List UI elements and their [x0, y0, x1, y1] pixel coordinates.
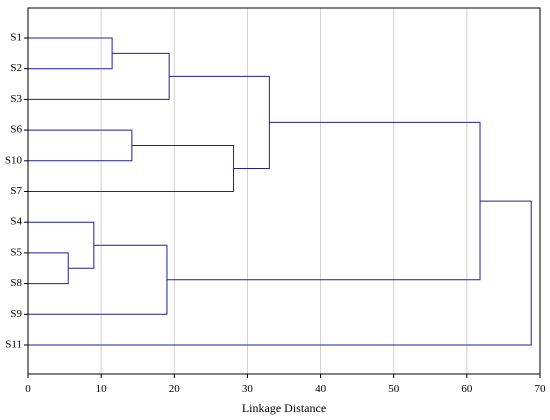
grid-lines [100, 8, 468, 374]
dendrogram-link-c8 [28, 244, 168, 315]
leaf-label-s9: S9 [10, 308, 22, 320]
leaf-labels: S1 S2 S3 S6 S10 S7 S4 S5 S8 S9 S11 [5, 32, 28, 351]
dendrogram-link-c1 [28, 37, 113, 70]
leaf-label-s1: S1 [10, 32, 22, 44]
dendrogram-links [28, 37, 532, 346]
x-tick-label-40: 40 [315, 383, 327, 395]
dendrogram-link-c7 [28, 221, 95, 269]
x-tick-label-20: 20 [169, 383, 181, 395]
dendrogram-link-c5 [169, 75, 270, 169]
leaf-label-s10: S10 [5, 154, 23, 166]
x-tick-label-30: 30 [242, 383, 254, 395]
x-tick-label-10: 10 [96, 383, 108, 395]
dendrogram-link-c10 [28, 200, 532, 346]
x-tick-label-0: 0 [25, 383, 31, 395]
x-tick-label-70: 70 [535, 383, 547, 395]
leaf-label-s4: S4 [10, 216, 22, 228]
leaf-label-s5: S5 [10, 246, 22, 258]
leaf-label-s11: S11 [5, 339, 22, 351]
x-tick-label-50: 50 [388, 383, 400, 395]
leaf-label-s6: S6 [10, 124, 22, 136]
dendrogram-link-c6 [28, 252, 69, 285]
x-tick-label-60: 60 [461, 383, 473, 395]
dendrogram-link-c2 [28, 52, 170, 100]
dendrogram-link-c4 [28, 144, 235, 192]
x-axis-label: Linkage Distance [242, 401, 326, 415]
leaf-label-s3: S3 [10, 93, 22, 105]
leaf-label-s7: S7 [10, 185, 22, 197]
leaf-label-s8: S8 [10, 277, 22, 289]
x-tick-labels: 0 10 20 30 40 50 60 70 [25, 374, 546, 395]
leaf-label-s2: S2 [10, 62, 22, 74]
dendrogram-link-c9 [166, 121, 481, 281]
dendrogram-link-c3 [28, 129, 133, 162]
